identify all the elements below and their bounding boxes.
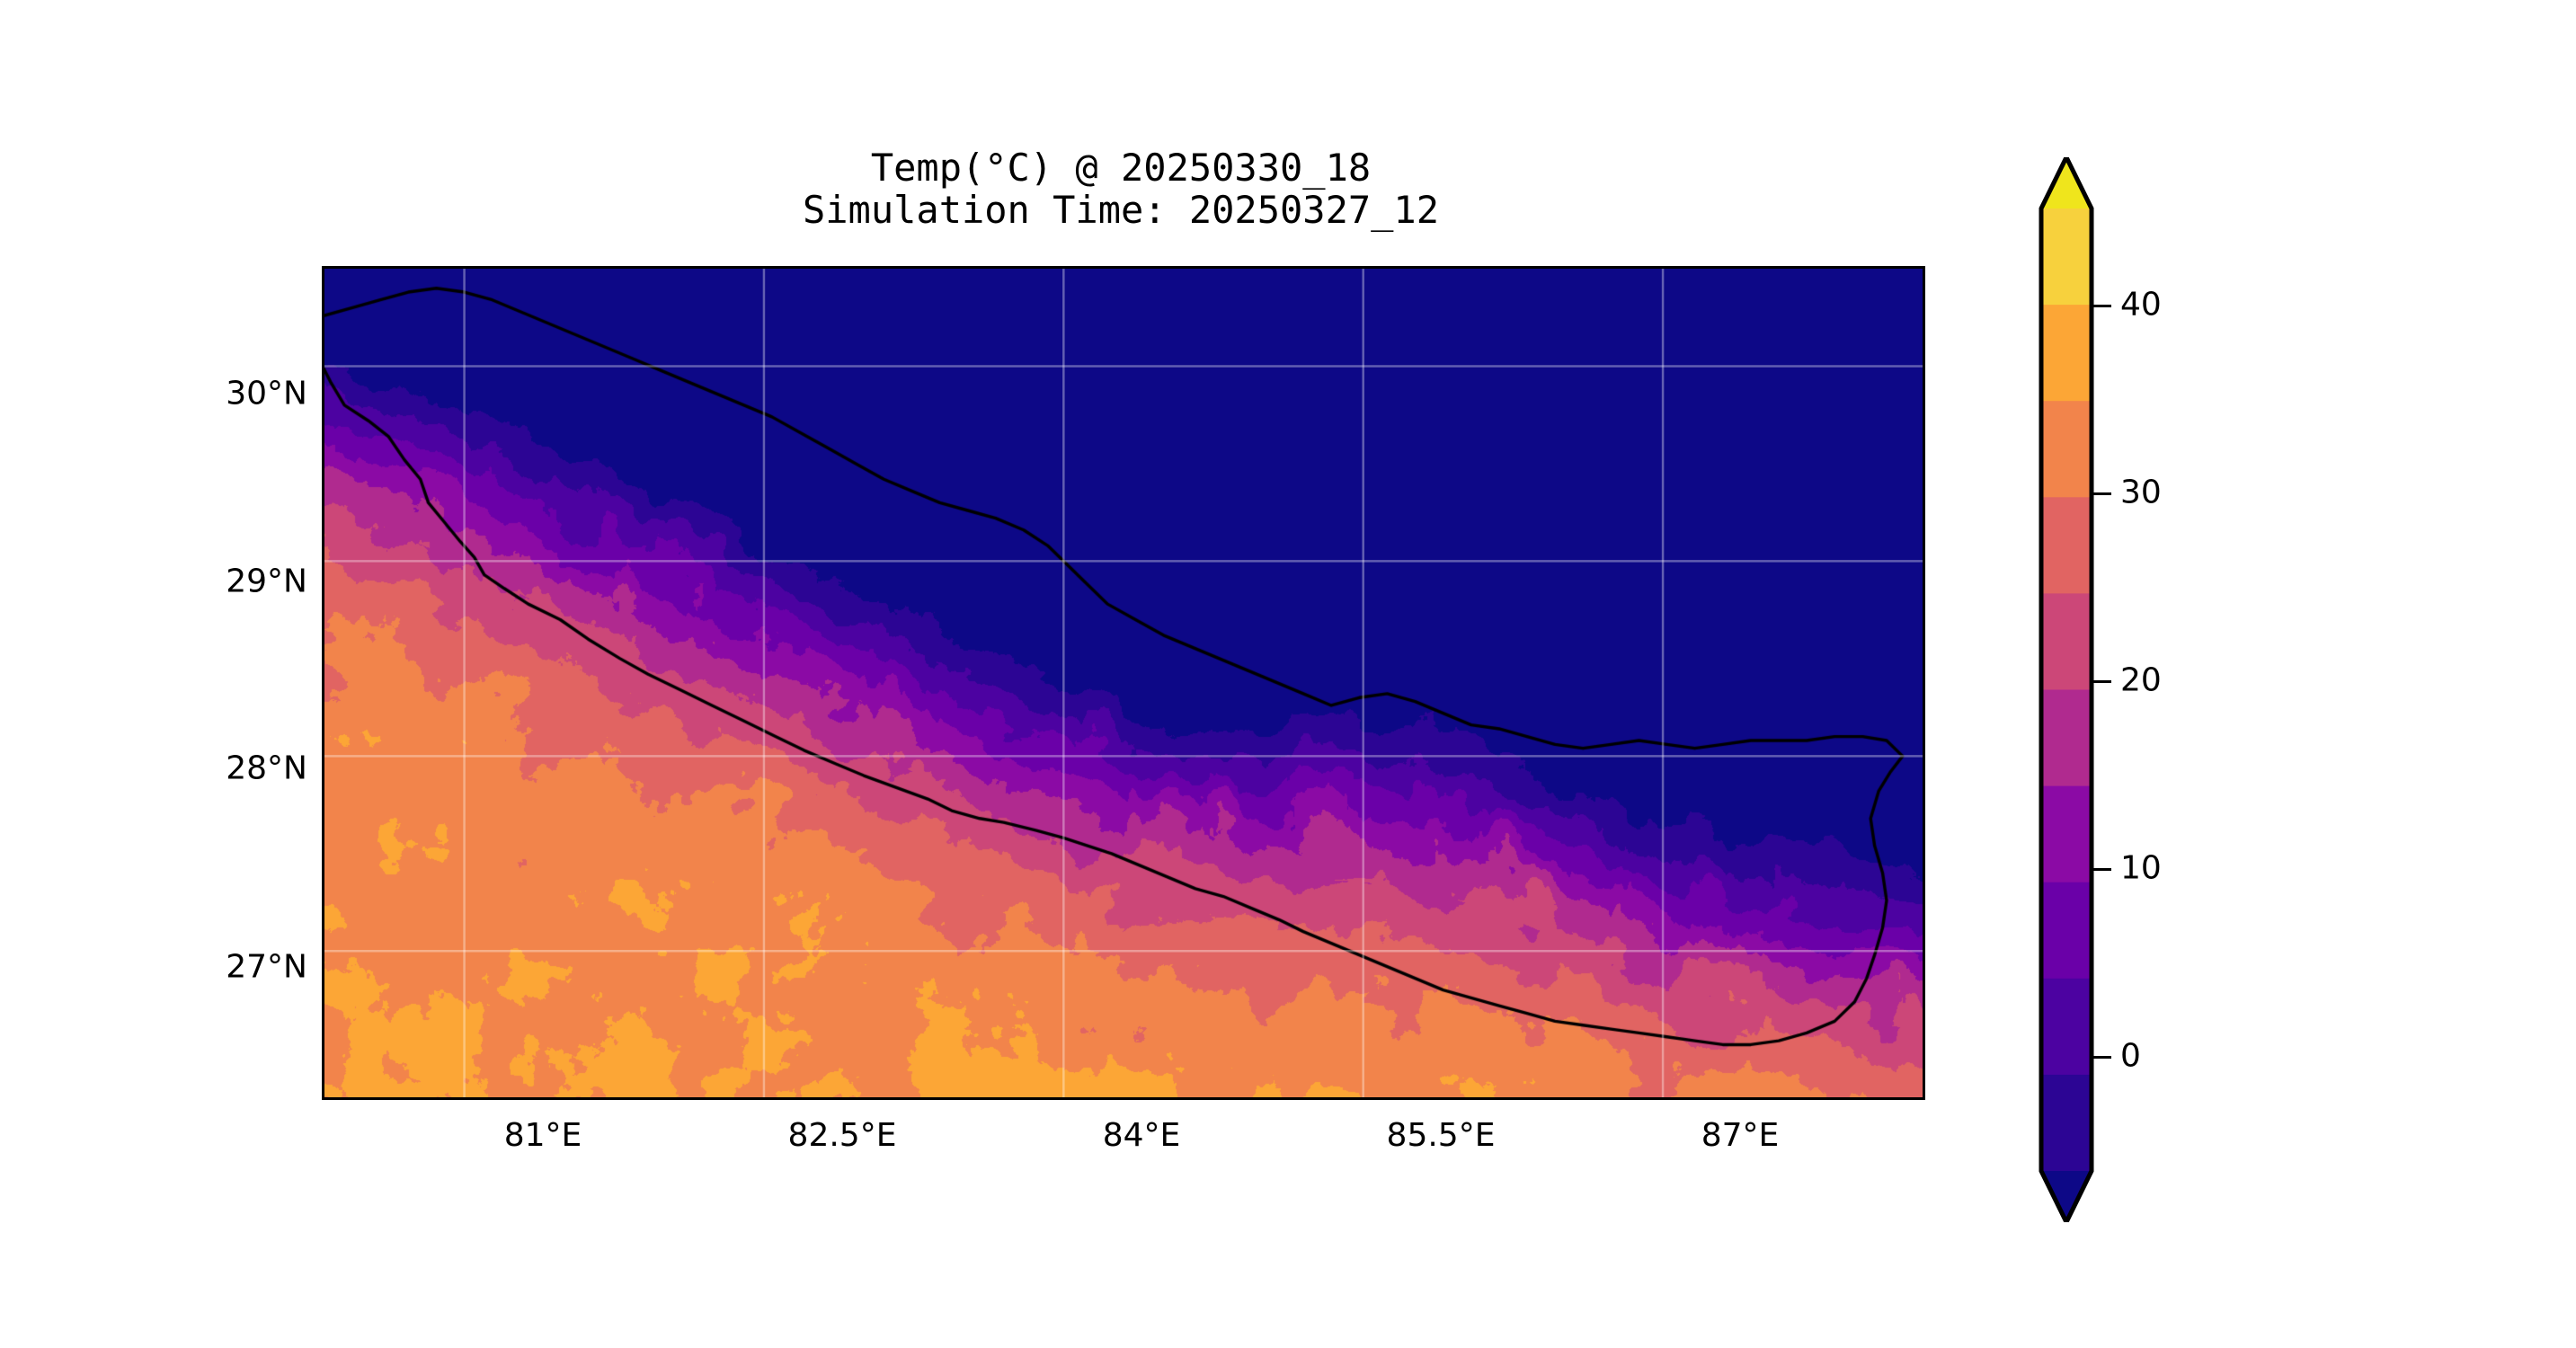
ytick-label-29n: 29°N <box>226 563 307 600</box>
title-line-valid-time: Temp(°C) @ 20250330_18 <box>870 146 1372 190</box>
cbar-tick-mark-40 <box>2092 305 2111 307</box>
cbar-tick-mark-0 <box>2092 1056 2111 1059</box>
cbar-tick-mark-30 <box>2092 492 2111 495</box>
cbar-tick-label-20: 20 <box>2120 661 2162 699</box>
xtick-label-87e: 87°E <box>1701 1117 1780 1154</box>
map-axes <box>322 266 1925 1100</box>
cbar-tick-label-10: 10 <box>2120 849 2162 887</box>
cbar-tick-label-30: 30 <box>2120 474 2162 511</box>
cbar-tick-label-40: 40 <box>2120 286 2162 324</box>
xtick-label-85-5e: 85.5°E <box>1386 1117 1496 1154</box>
cbar-tick-mark-20 <box>2092 680 2111 683</box>
ytick-label-28n: 28°N <box>226 749 307 787</box>
xtick-label-84e: 84°E <box>1102 1117 1181 1154</box>
cbar-tick-mark-10 <box>2092 868 2111 871</box>
xtick-label-82-5e: 82.5°E <box>787 1117 897 1154</box>
colorbar: 40 30 20 10 0 <box>2038 157 2162 1222</box>
ytick-label-27n: 27°N <box>226 948 307 986</box>
colorbar-gradient <box>2039 157 2094 1222</box>
temperature-contour-field <box>324 269 1923 1097</box>
cbar-tick-label-0: 0 <box>2120 1037 2141 1075</box>
ytick-label-30n: 30°N <box>226 375 307 412</box>
title-line-simulation-time: Simulation Time: 20250327_12 <box>802 188 1439 233</box>
xtick-label-81e: 81°E <box>503 1117 582 1154</box>
chart-title: Temp(°C) @ 20250330_18 Simulation Time: … <box>322 146 1920 231</box>
